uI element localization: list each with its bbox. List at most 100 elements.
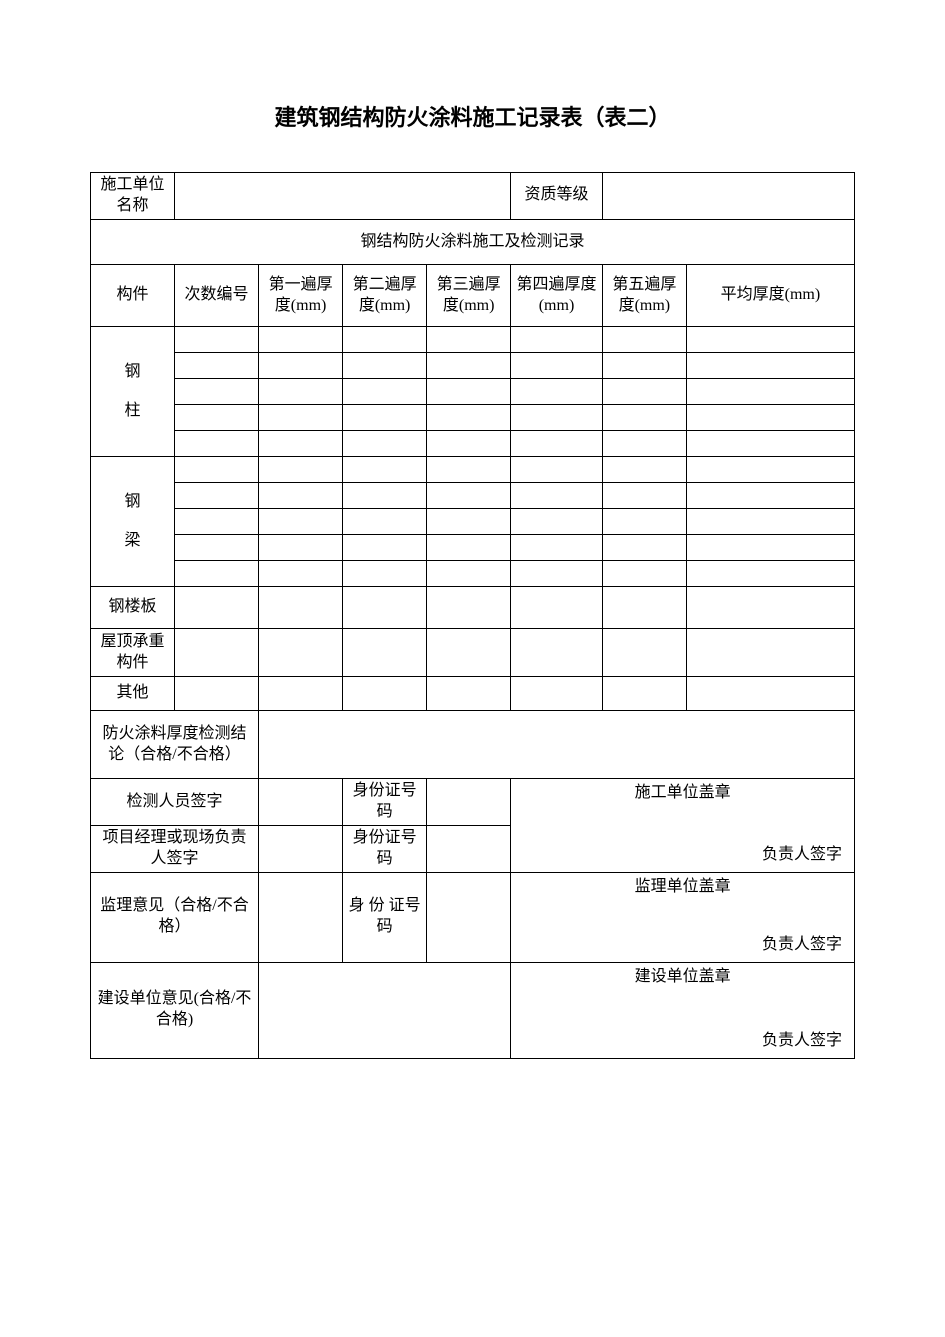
table-cell bbox=[175, 509, 259, 535]
table-cell bbox=[602, 509, 686, 535]
conclusion-label: 防火涂料厚度检测结论（合格/不合格） bbox=[91, 711, 259, 779]
table-cell bbox=[602, 327, 686, 353]
table-cell bbox=[259, 629, 343, 677]
table-cell bbox=[511, 405, 603, 431]
table-cell bbox=[259, 483, 343, 509]
table-cell bbox=[686, 431, 854, 457]
table-cell bbox=[259, 587, 343, 629]
table-cell bbox=[343, 629, 427, 677]
table-cell bbox=[511, 353, 603, 379]
table-cell bbox=[259, 509, 343, 535]
col-pass5: 第五遍厚度(mm) bbox=[602, 265, 686, 327]
inspector-sign-cell bbox=[259, 779, 343, 826]
record-table: 施工单位名称 资质等级 钢结构防火涂料施工及检测记录 构件 次数编号 第一遍厚度… bbox=[90, 172, 855, 1059]
table-cell bbox=[686, 535, 854, 561]
table-cell bbox=[259, 561, 343, 587]
table-cell bbox=[511, 561, 603, 587]
owner-stamp-label: 建设单位盖章 bbox=[519, 967, 846, 988]
table-cell bbox=[427, 561, 511, 587]
id-number-cell-1 bbox=[427, 779, 511, 826]
table-cell bbox=[259, 379, 343, 405]
pm-sign-cell bbox=[259, 825, 343, 872]
table-cell bbox=[686, 561, 854, 587]
id-number-cell-2 bbox=[427, 825, 511, 872]
table-cell bbox=[686, 379, 854, 405]
supervision-sign-cell bbox=[259, 872, 343, 962]
table-cell bbox=[343, 457, 427, 483]
owner-opinion-cell bbox=[259, 962, 511, 1058]
table-cell bbox=[686, 327, 854, 353]
table-cell bbox=[511, 327, 603, 353]
table-cell bbox=[343, 353, 427, 379]
inspector-sign-label: 检测人员签字 bbox=[91, 779, 259, 826]
table-cell bbox=[427, 457, 511, 483]
table-cell bbox=[343, 483, 427, 509]
component-steel-beam: 钢 梁 bbox=[91, 457, 175, 587]
id-number-label-2: 身份证号码 bbox=[343, 825, 427, 872]
conclusion-cell bbox=[259, 711, 855, 779]
table-cell bbox=[511, 587, 603, 629]
steel-column-char2: 柱 bbox=[95, 401, 170, 422]
table-cell bbox=[686, 353, 854, 379]
table-cell bbox=[175, 677, 259, 711]
table-cell bbox=[259, 353, 343, 379]
table-cell bbox=[343, 405, 427, 431]
table-cell bbox=[343, 431, 427, 457]
table-cell bbox=[686, 509, 854, 535]
table-cell bbox=[427, 677, 511, 711]
responsible-sign-2: 负责人签字 bbox=[511, 935, 842, 956]
table-cell bbox=[427, 353, 511, 379]
id-number-label-3: 身 份 证号码 bbox=[343, 872, 427, 962]
supervision-stamp-cell: 监理单位盖章 负责人签字 bbox=[511, 872, 855, 962]
component-roof-load: 屋顶承重构件 bbox=[91, 629, 175, 677]
table-cell bbox=[602, 457, 686, 483]
table-cell bbox=[602, 353, 686, 379]
construction-stamp-label: 施工单位盖章 bbox=[519, 783, 846, 804]
table-cell bbox=[602, 561, 686, 587]
component-steel-column: 钢 柱 bbox=[91, 327, 175, 457]
responsible-sign-1: 负责人签字 bbox=[511, 845, 842, 866]
table-cell bbox=[259, 677, 343, 711]
table-cell bbox=[343, 677, 427, 711]
table-cell bbox=[686, 629, 854, 677]
table-cell bbox=[259, 405, 343, 431]
table-cell bbox=[343, 327, 427, 353]
table-cell bbox=[343, 587, 427, 629]
table-cell bbox=[343, 535, 427, 561]
qualification-label: 资质等级 bbox=[511, 173, 603, 220]
table-cell bbox=[602, 379, 686, 405]
table-cell bbox=[427, 629, 511, 677]
table-cell bbox=[511, 629, 603, 677]
table-cell bbox=[427, 379, 511, 405]
table-cell bbox=[175, 587, 259, 629]
table-cell bbox=[686, 457, 854, 483]
table-cell bbox=[175, 457, 259, 483]
table-cell bbox=[175, 327, 259, 353]
table-cell bbox=[686, 677, 854, 711]
col-component: 构件 bbox=[91, 265, 175, 327]
col-avg: 平均厚度(mm) bbox=[686, 265, 854, 327]
component-steel-floor: 钢楼板 bbox=[91, 587, 175, 629]
table-cell bbox=[343, 379, 427, 405]
supervision-opinion-label: 监理意见（合格/不合格） bbox=[91, 872, 259, 962]
table-cell bbox=[511, 431, 603, 457]
table-cell bbox=[511, 457, 603, 483]
col-pass4: 第四遍厚度(mm) bbox=[511, 265, 603, 327]
table-cell bbox=[602, 483, 686, 509]
id-number-label-1: 身份证号码 bbox=[343, 779, 427, 826]
responsible-sign-3: 负责人签字 bbox=[511, 1031, 842, 1052]
table-cell bbox=[427, 535, 511, 561]
table-cell bbox=[686, 587, 854, 629]
table-cell bbox=[602, 587, 686, 629]
col-count-no: 次数编号 bbox=[175, 265, 259, 327]
table-cell bbox=[427, 509, 511, 535]
table-cell bbox=[427, 405, 511, 431]
table-cell bbox=[259, 535, 343, 561]
table-cell bbox=[602, 677, 686, 711]
table-cell bbox=[602, 405, 686, 431]
table-cell bbox=[602, 629, 686, 677]
table-cell bbox=[511, 535, 603, 561]
id-number-cell-3 bbox=[427, 872, 511, 962]
table-cell bbox=[259, 457, 343, 483]
table-cell bbox=[511, 509, 603, 535]
